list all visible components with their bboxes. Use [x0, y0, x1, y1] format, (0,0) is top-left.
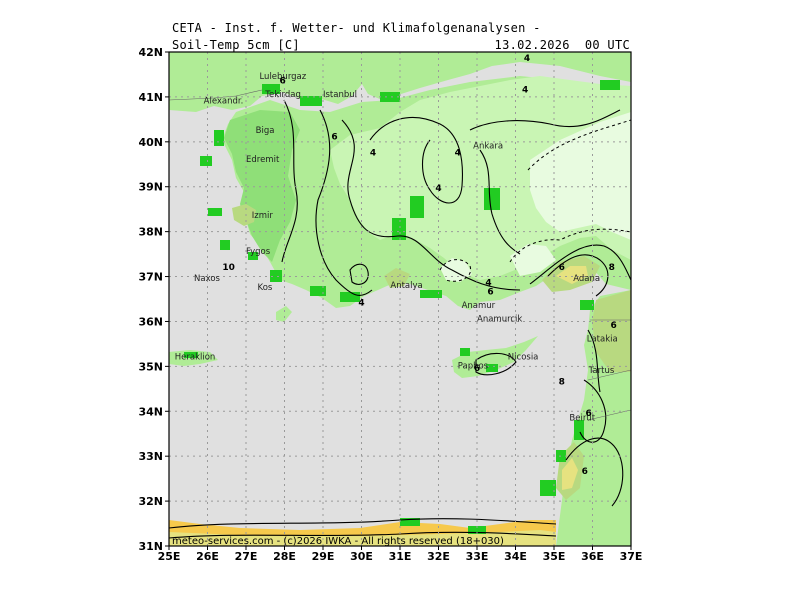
land-cyprus [452, 336, 538, 378]
city-label: Latakia [587, 335, 618, 345]
land-rhodes [276, 306, 292, 322]
contour-label: 6 [586, 409, 592, 419]
city-label: Adana [573, 274, 600, 284]
x-tick-label: 36E [581, 550, 604, 563]
band-8-10-izmir [232, 204, 256, 226]
contour-label: 4 [370, 148, 376, 158]
x-tick-label: 26E [196, 550, 219, 563]
bright-green-cells [184, 80, 620, 534]
x-tick-label: 29E [312, 550, 335, 563]
band-10-12-levant-south [562, 458, 578, 490]
x-tick-label: 25E [158, 550, 181, 563]
land-thrace [169, 52, 380, 108]
city-label: Fygos [246, 247, 271, 257]
contour-lines-dashed [439, 119, 631, 282]
city-label: Anamur [462, 301, 496, 311]
axis-ticks [165, 51, 632, 550]
city-label: Alexandr. [204, 97, 244, 107]
valid-time: 13.02.2026 00 UTC [494, 38, 630, 52]
band-0-2-east [530, 112, 631, 240]
x-tick-label: 37E [620, 550, 643, 563]
y-tick-label: 35N [138, 360, 163, 373]
contour-label: 4 [435, 184, 441, 194]
contour-label: 4 [358, 299, 364, 309]
y-tick-label: 31N [138, 540, 163, 553]
y-tick-label: 42N [138, 46, 163, 59]
contour-label: 4 [455, 148, 461, 158]
lat-lon-grid [169, 52, 631, 546]
y-tick-label: 38N [138, 226, 163, 239]
contour-label: 6 [474, 364, 480, 374]
parameter-label: Soil-Temp 5cm [C] [172, 38, 300, 52]
x-tick-label: 32E [427, 550, 450, 563]
city-label: Nicosia [508, 353, 539, 363]
band-10-12-adana [556, 266, 588, 284]
city-label: Istanbul [323, 90, 357, 100]
city-label: Biga [256, 126, 275, 136]
y-tick-label: 37N [138, 271, 163, 284]
city-labels: Luleburgaz Tekirdag Istanbul Alexandr. Biga E… [175, 72, 618, 423]
city-label: Paphos [458, 362, 489, 372]
city-label: Ankara [473, 142, 503, 152]
city-label: Luleburgaz [259, 72, 306, 82]
contour-label: 4 [522, 85, 528, 95]
contour-label: 6 [582, 467, 588, 477]
band-0-2-south [510, 244, 556, 276]
y-tick-label: 32N [138, 495, 163, 508]
city-label: Beirut [569, 413, 595, 423]
contour-label: 6 [559, 263, 565, 273]
band-8-10-antalya [384, 268, 410, 288]
y-tick-label: 34N [138, 405, 163, 418]
city-label: Heraklion [175, 353, 216, 363]
city-label: Naxos [194, 274, 221, 284]
y-tick-label: 33N [138, 450, 163, 463]
contour-label: 4 [524, 54, 530, 64]
contour-label: 6 [611, 321, 617, 331]
y-tick-label: 41N [138, 91, 163, 104]
city-label: Izmir [252, 211, 274, 221]
contour-label: 6 [331, 133, 337, 143]
contour-label: 8 [609, 263, 615, 273]
x-tick-label: 33E [466, 550, 489, 563]
city-label: Antalya [390, 281, 422, 291]
contour-label: 10 [222, 263, 235, 273]
city-label: Tekirdag [264, 90, 301, 100]
contour-label: 6 [487, 288, 493, 298]
x-tick-label: 27E [235, 550, 258, 563]
city-label: Tartus [588, 366, 615, 376]
y-axis-labels: 42N 41N 40N 39N 38N 37N 36N 35N 34N 33N 32N 31N [138, 46, 163, 553]
x-tick-label: 35E [543, 550, 566, 563]
band-6-8-aegean [224, 110, 300, 262]
footer-credit: meteo-services.com - (c)2026 IWKA - All … [172, 536, 504, 547]
x-tick-label: 31E [389, 550, 412, 563]
y-tick-label: 36N [138, 315, 163, 328]
header-title: CETA - Inst. f. Wetter- und Klimafolgena… [172, 21, 541, 35]
contour-label: 4 [485, 279, 491, 289]
city-label: Anamurcik [477, 314, 522, 324]
band-8-10-levant [592, 290, 631, 372]
x-tick-label: 34E [504, 550, 527, 563]
city-label: Edremit [246, 155, 280, 165]
y-tick-label: 39N [138, 181, 163, 194]
contour-label: 6 [279, 76, 285, 86]
city-label: Kos [258, 283, 273, 293]
x-tick-label: 28E [273, 550, 296, 563]
x-axis-labels: 25E 26E 27E 28E 29E 30E 31E 32E 33E 34E 35E 36E 37E [158, 550, 643, 563]
x-tick-label: 30E [350, 550, 373, 563]
band-10-12-egypt [169, 530, 556, 546]
y-tick-label: 40N [138, 136, 163, 149]
contour-label: 8 [559, 377, 565, 387]
